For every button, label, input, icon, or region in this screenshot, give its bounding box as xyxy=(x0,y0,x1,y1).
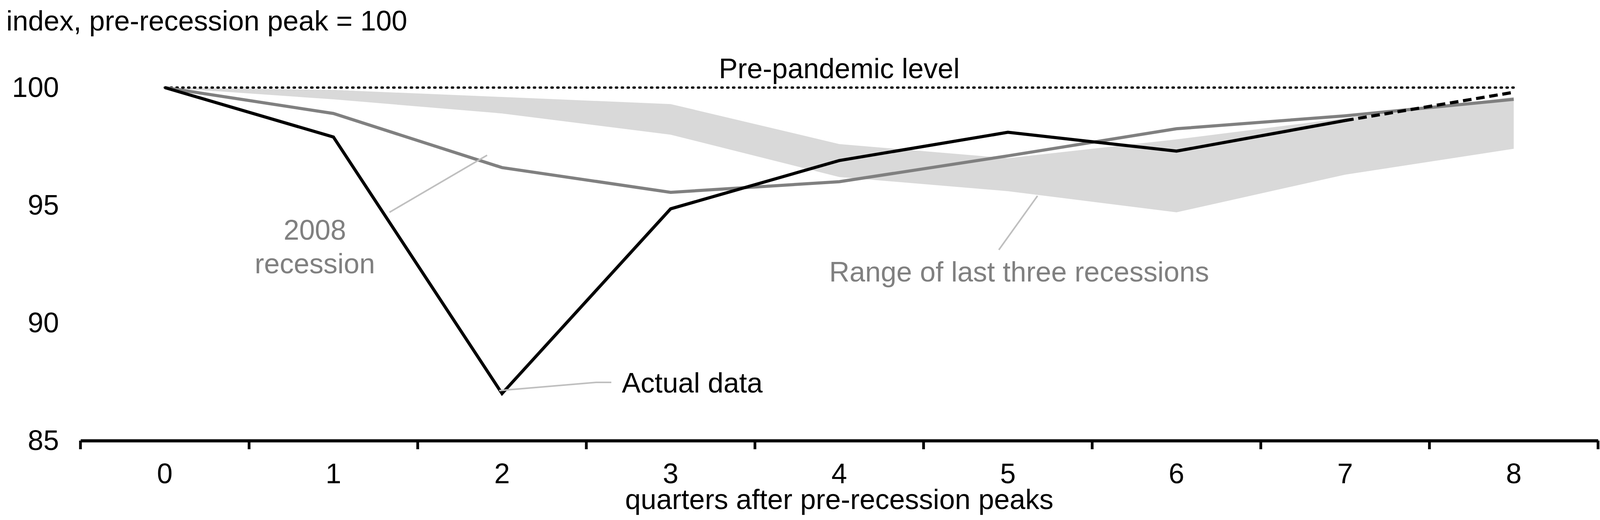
category-divider xyxy=(247,440,251,449)
series-label: Range of last three recessions xyxy=(829,255,1210,288)
x-tick: 2 xyxy=(494,440,510,489)
series-line xyxy=(164,87,1346,394)
x-tick-label: 7 xyxy=(1337,457,1353,489)
x-tick-label: 0 xyxy=(157,457,173,489)
x-axis-title: quarters after pre-recession peaks xyxy=(625,483,1054,515)
y-tick-label: 85 xyxy=(27,424,59,456)
chart: 85 90 95 100 0 1 2 3 4 5 6 7 8 index, pre-recession p… xyxy=(0,0,1600,520)
leader-line xyxy=(389,155,488,213)
y-tick: 95 xyxy=(27,189,81,221)
series-line xyxy=(1345,92,1515,121)
x-tick: 0 xyxy=(157,440,173,489)
category-divider xyxy=(1596,440,1600,449)
x-tick: 7 xyxy=(1337,440,1353,489)
category-divider xyxy=(1091,440,1094,449)
category-divider xyxy=(79,440,83,449)
plot-area xyxy=(164,87,1514,394)
x-tick: 4 xyxy=(831,440,847,489)
y-tick-label: 95 xyxy=(27,189,59,221)
y-tick: 90 xyxy=(27,306,81,338)
category-divider xyxy=(1428,440,1431,449)
x-axis-line xyxy=(80,439,1599,443)
reference-line xyxy=(164,86,1514,89)
y-tick: 100 xyxy=(12,71,81,103)
x-tick: 3 xyxy=(662,440,679,489)
y-tick-label: 100 xyxy=(12,71,59,103)
leader-line xyxy=(998,195,1038,250)
series-label: 2008recession xyxy=(254,214,375,279)
x-tick-label: 1 xyxy=(325,457,342,489)
x-tick: 6 xyxy=(1168,440,1185,489)
category-divider xyxy=(1259,440,1263,449)
x-tick-label: 6 xyxy=(1168,457,1185,489)
y-axis: 85 90 95 100 xyxy=(12,71,81,456)
y-axis-line xyxy=(80,87,81,441)
x-tick: 5 xyxy=(1000,440,1016,489)
category-divider xyxy=(585,440,588,449)
annotation-label: Pre-pandemic level xyxy=(718,52,960,84)
series-line xyxy=(164,87,1514,193)
category-divider xyxy=(753,440,757,449)
category-divider xyxy=(416,440,420,449)
y-axis-title: index, pre-recession peak = 100 xyxy=(6,5,408,37)
series-label: Actual data xyxy=(621,366,763,399)
x-tick-label: 2 xyxy=(494,457,510,489)
leader-line xyxy=(499,382,612,391)
range-area xyxy=(164,87,1514,213)
y-tick-label: 90 xyxy=(27,306,59,338)
y-tick: 85 xyxy=(27,424,81,456)
category-divider xyxy=(922,440,925,449)
x-tick-label: 8 xyxy=(1505,457,1522,489)
x-tick: 8 xyxy=(1505,440,1522,489)
x-tick: 1 xyxy=(325,440,342,489)
x-axis: 0 1 2 3 4 5 6 7 8 xyxy=(80,440,1599,489)
